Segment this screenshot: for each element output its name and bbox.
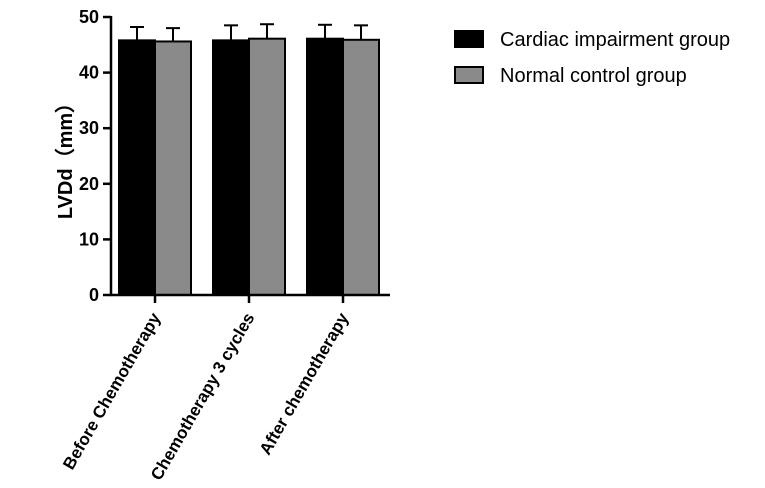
y-axis: 0 10 20 30 40 50 (79, 7, 113, 305)
x-tick-label: Before Chemotherapy (59, 309, 165, 473)
y-tick-label: 0 (89, 285, 99, 305)
y-tick-label: 50 (79, 7, 99, 27)
y-tick-label: 20 (79, 174, 99, 194)
bar (248, 37, 286, 297)
x-tick-label: Chemotherapy 3 cycles (147, 310, 258, 484)
bar (118, 39, 156, 296)
legend: Cardiac impairment group Normal control g… (454, 29, 730, 87)
y-tick-label: 10 (79, 229, 99, 249)
y-axis-title: LVDd（mm） (54, 93, 77, 219)
x-tick-label: After chemotherapy (256, 309, 353, 458)
bar (212, 39, 250, 296)
plot-area (118, 23, 380, 297)
y-tick-label: 40 (79, 63, 99, 83)
bar (342, 38, 380, 296)
bar (154, 40, 192, 296)
legend-label: Cardiac impairment group (500, 29, 730, 51)
legend-swatch (454, 30, 484, 48)
bar (306, 37, 344, 297)
y-tick-label: 30 (79, 118, 99, 138)
legend-swatch (454, 66, 484, 84)
legend-label: Normal control group (500, 65, 687, 87)
